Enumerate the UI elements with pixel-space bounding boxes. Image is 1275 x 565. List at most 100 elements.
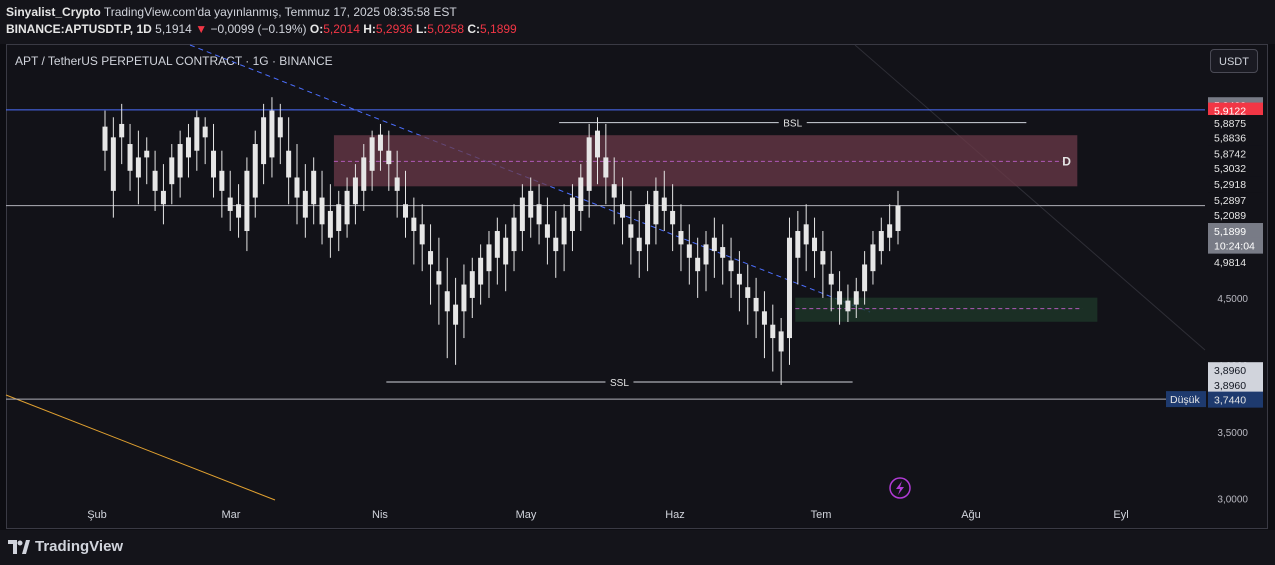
- candle-body: [511, 217, 517, 252]
- price-label: 5,2089: [1214, 210, 1246, 222]
- candle: [319, 170, 325, 245]
- candle-body: [102, 126, 108, 151]
- candle: [594, 117, 600, 185]
- candle-body: [403, 204, 409, 218]
- candle-body: [135, 157, 141, 178]
- high-label: H:: [363, 22, 376, 36]
- level-label: SSL: [610, 378, 629, 389]
- candle-body: [377, 134, 383, 151]
- candle: [286, 117, 292, 205]
- candle: [302, 164, 308, 238]
- candle-body: [494, 231, 500, 258]
- candle: [870, 231, 876, 285]
- price-label: 3,8960: [1214, 380, 1246, 392]
- candle-body: [319, 197, 325, 225]
- candle: [586, 123, 592, 218]
- candle-body: [611, 184, 617, 198]
- price-label-bg: [1208, 237, 1263, 254]
- candle: [294, 144, 300, 225]
- candle-body: [327, 210, 333, 238]
- candle: [703, 231, 709, 292]
- candle: [895, 190, 901, 245]
- symbol-label: BINANCE:APTUSDT.P, 1D: [6, 22, 152, 36]
- candle: [419, 204, 425, 272]
- price-label-bg: [1208, 391, 1263, 408]
- candle-body: [686, 244, 692, 258]
- candle-body: [578, 177, 584, 211]
- candle-body: [653, 190, 659, 225]
- chart-frame: [6, 44, 1268, 529]
- candle: [578, 164, 584, 232]
- candle: [411, 197, 417, 265]
- candle-body: [336, 204, 342, 232]
- close-value: 5,1899: [480, 22, 517, 36]
- candle-body: [870, 244, 876, 272]
- candle: [686, 224, 692, 285]
- candle-body: [244, 170, 250, 232]
- tradingview-logo[interactable]: TradingView: [8, 538, 123, 555]
- candle: [536, 184, 542, 245]
- trendline-orange: [5, 394, 276, 501]
- candle-body: [853, 291, 859, 305]
- candle-body: [386, 150, 392, 165]
- price-label: 3,7440: [1214, 395, 1246, 407]
- candle-body: [594, 130, 600, 158]
- price-label: 5,2918: [1214, 179, 1246, 191]
- price-label-bg: [1208, 223, 1263, 240]
- candle-body: [127, 144, 133, 171]
- candle: [528, 177, 534, 238]
- candle: [277, 103, 283, 165]
- candle-body: [678, 231, 684, 245]
- candle: [269, 97, 275, 178]
- open-value: 5,2014: [323, 22, 360, 36]
- price-label: 4,9814: [1214, 257, 1246, 269]
- price-label-bg: [1208, 145, 1263, 162]
- candle: [803, 204, 809, 272]
- candle: [736, 251, 742, 312]
- price-label: 10:24:04: [1214, 241, 1255, 253]
- close-label: C:: [467, 22, 481, 36]
- lightning-icon[interactable]: [889, 477, 911, 499]
- candle-body: [152, 170, 158, 191]
- price-label-bg: [1208, 160, 1263, 177]
- candle: [194, 110, 200, 171]
- candle-body: [169, 157, 175, 185]
- price-label-bg: [1208, 115, 1263, 132]
- candle-body: [536, 204, 542, 225]
- candle-body: [728, 260, 734, 272]
- candle-body: [820, 251, 826, 265]
- candle-body: [344, 190, 350, 225]
- currency-button[interactable]: USDT: [1210, 49, 1258, 73]
- candle: [110, 117, 116, 218]
- x-tick-label: Mar: [222, 509, 241, 521]
- price-label-bg: [1208, 129, 1263, 146]
- candle: [828, 251, 834, 312]
- author-name[interactable]: Sinyalist_Crypto: [6, 5, 101, 19]
- candle: [202, 117, 208, 165]
- candle-body: [202, 126, 208, 138]
- y-tick-label: 3,0000: [1217, 495, 1248, 506]
- candle-body: [711, 237, 717, 252]
- candle-body: [561, 217, 567, 245]
- candle-body: [812, 237, 818, 252]
- high-value: 5,2936: [375, 22, 413, 36]
- candle: [252, 130, 258, 218]
- candle-body: [745, 287, 751, 298]
- candle: [152, 150, 158, 211]
- candle-body: [294, 177, 300, 198]
- candle: [169, 144, 175, 205]
- candle: [469, 257, 475, 318]
- price-label-bg: [1208, 376, 1263, 393]
- candle-body: [803, 224, 809, 245]
- candle-body: [837, 291, 843, 305]
- candle: [160, 164, 166, 225]
- candle-body: [878, 231, 884, 252]
- candle: [611, 157, 617, 225]
- candle: [244, 157, 250, 252]
- candle-body: [695, 257, 701, 272]
- candle-body: [269, 110, 275, 158]
- publish-text: TradingView.com'da yayınlanmış, Temmuz 1…: [100, 5, 457, 19]
- candle-body: [778, 331, 784, 352]
- price-label: 5,9122: [1214, 106, 1246, 118]
